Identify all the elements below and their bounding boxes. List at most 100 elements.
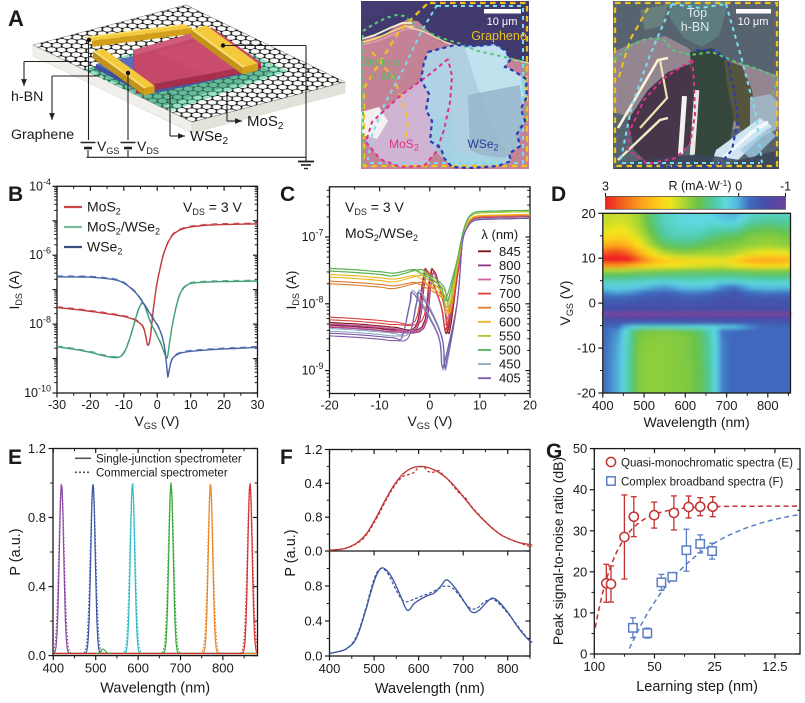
svg-text:VGS (V): VGS (V) <box>408 413 453 431</box>
svg-text:700: 700 <box>716 398 738 413</box>
svg-text:0.0: 0.0 <box>304 544 322 559</box>
svg-text:VGS (V): VGS (V) <box>135 413 180 431</box>
svg-text:0.8: 0.8 <box>28 510 46 525</box>
svg-text:700: 700 <box>499 286 521 301</box>
svg-text:800: 800 <box>497 661 519 676</box>
svg-text:VDS = 3 V: VDS = 3 V <box>183 199 242 217</box>
svg-text:400: 400 <box>592 398 614 413</box>
svg-text:10 μm: 10 μm <box>487 16 518 28</box>
svg-text:P (a.u.): P (a.u.) <box>283 529 299 576</box>
svg-text:600: 600 <box>127 661 149 676</box>
svg-text:Peak signal-to-noise ratio (dB: Peak signal-to-noise ratio (dB) <box>550 457 566 645</box>
svg-text:0: 0 <box>735 179 742 193</box>
svg-text:1.2: 1.2 <box>304 442 322 457</box>
svg-text:P (a.u.): P (a.u.) <box>8 528 24 575</box>
svg-text:MoS2/WSe2: MoS2/WSe2 <box>345 225 418 243</box>
svg-text:600: 600 <box>499 314 521 329</box>
svg-text:10: 10 <box>473 399 487 413</box>
svg-text:450: 450 <box>499 357 521 372</box>
svg-text:700: 700 <box>452 661 474 676</box>
svg-text:0: 0 <box>426 399 433 413</box>
svg-text:3: 3 <box>602 179 609 193</box>
svg-text:0: 0 <box>580 647 587 662</box>
svg-text:700: 700 <box>170 661 192 676</box>
svg-text:1.2: 1.2 <box>28 441 46 456</box>
svg-text:WSe2: WSe2 <box>87 239 122 257</box>
svg-text:-10: -10 <box>577 341 596 356</box>
svg-text:-10: -10 <box>371 399 389 413</box>
svg-text:800: 800 <box>212 661 234 676</box>
svg-text:20: 20 <box>523 399 537 413</box>
svg-text:Complex broadband spectra (F): Complex broadband spectra (F) <box>621 477 784 489</box>
svg-text:20: 20 <box>217 398 231 412</box>
svg-text:D: D <box>551 183 566 206</box>
svg-text:0: 0 <box>589 296 596 311</box>
svg-text:0.8: 0.8 <box>304 579 322 594</box>
svg-text:Wavelength (nm): Wavelength (nm) <box>644 414 750 430</box>
svg-text:-30: -30 <box>48 398 66 412</box>
svg-text:400: 400 <box>319 661 341 676</box>
svg-text:h-BN: h-BN <box>11 89 43 105</box>
svg-text:-20: -20 <box>577 386 596 401</box>
svg-text:-20: -20 <box>81 398 99 412</box>
svg-text:20: 20 <box>573 564 587 579</box>
svg-text:MoS2/WSe2: MoS2/WSe2 <box>87 219 160 237</box>
svg-text:10 μm: 10 μm <box>738 16 769 28</box>
svg-text:MoS2: MoS2 <box>389 137 419 153</box>
svg-text:A: A <box>8 6 24 31</box>
svg-text:Wavelength (nm): Wavelength (nm) <box>100 681 210 697</box>
svg-text:500: 500 <box>363 661 385 676</box>
svg-text:0.0: 0.0 <box>28 648 46 663</box>
svg-text:-1: -1 <box>780 179 791 193</box>
svg-text:WSe2: WSe2 <box>467 137 498 153</box>
svg-text:500: 500 <box>499 343 521 358</box>
svg-text:0: 0 <box>154 398 161 412</box>
svg-text:800: 800 <box>499 258 521 273</box>
svg-text:650: 650 <box>499 300 521 315</box>
svg-text:750: 750 <box>499 272 521 287</box>
svg-text:VDS = 3 V: VDS = 3 V <box>345 199 404 217</box>
svg-text:0.4: 0.4 <box>304 476 322 491</box>
svg-text:800: 800 <box>757 398 779 413</box>
svg-text:Quasi-monochromatic spectra (E: Quasi-monochromatic spectra (E) <box>621 458 793 470</box>
svg-text:Graphene: Graphene <box>11 127 74 143</box>
svg-text:Graphene: Graphene <box>471 29 527 43</box>
svg-text:WSe2: WSe2 <box>190 128 229 147</box>
svg-text:-20: -20 <box>320 399 338 413</box>
svg-text:500: 500 <box>633 398 655 413</box>
svg-text:0.4: 0.4 <box>304 614 322 629</box>
svg-text:400: 400 <box>42 661 64 676</box>
svg-text:R (mA·W-1): R (mA·W-1) <box>668 178 731 193</box>
svg-text:E: E <box>8 446 22 469</box>
svg-text:30: 30 <box>251 398 265 412</box>
svg-text:MoS2: MoS2 <box>247 113 284 132</box>
svg-text:0.4: 0.4 <box>28 579 46 594</box>
svg-text:Commercial spectrometer: Commercial spectrometer <box>96 468 228 480</box>
svg-text:F: F <box>280 446 293 469</box>
svg-text:VGS (V): VGS (V) <box>557 281 575 326</box>
svg-text:20: 20 <box>581 206 595 221</box>
svg-text:Top: Top <box>687 6 707 20</box>
svg-text:h-BN: h-BN <box>681 20 709 34</box>
svg-text:MoS2: MoS2 <box>87 199 121 217</box>
svg-text:10: 10 <box>573 605 587 620</box>
svg-text:845: 845 <box>499 244 521 259</box>
svg-text:10: 10 <box>184 398 198 412</box>
svg-text:500: 500 <box>85 661 107 676</box>
svg-text:G: G <box>546 440 562 463</box>
svg-text:λ (nm): λ (nm) <box>481 227 518 242</box>
svg-text:h-BN: h-BN <box>370 71 395 83</box>
svg-text:Learning step (nm): Learning step (nm) <box>636 679 758 695</box>
svg-text:0.8: 0.8 <box>304 510 322 525</box>
svg-text:Wavelength (nm): Wavelength (nm) <box>375 681 485 697</box>
svg-text:50: 50 <box>647 659 661 674</box>
svg-text:10: 10 <box>581 251 595 266</box>
svg-text:0.0: 0.0 <box>304 649 322 664</box>
svg-text:100: 100 <box>583 659 605 674</box>
svg-text:600: 600 <box>674 398 696 413</box>
svg-text:405: 405 <box>499 371 521 386</box>
svg-text:30: 30 <box>573 523 587 538</box>
svg-text:50: 50 <box>573 441 587 456</box>
svg-text:C: C <box>280 183 295 206</box>
svg-text:B: B <box>8 183 23 206</box>
